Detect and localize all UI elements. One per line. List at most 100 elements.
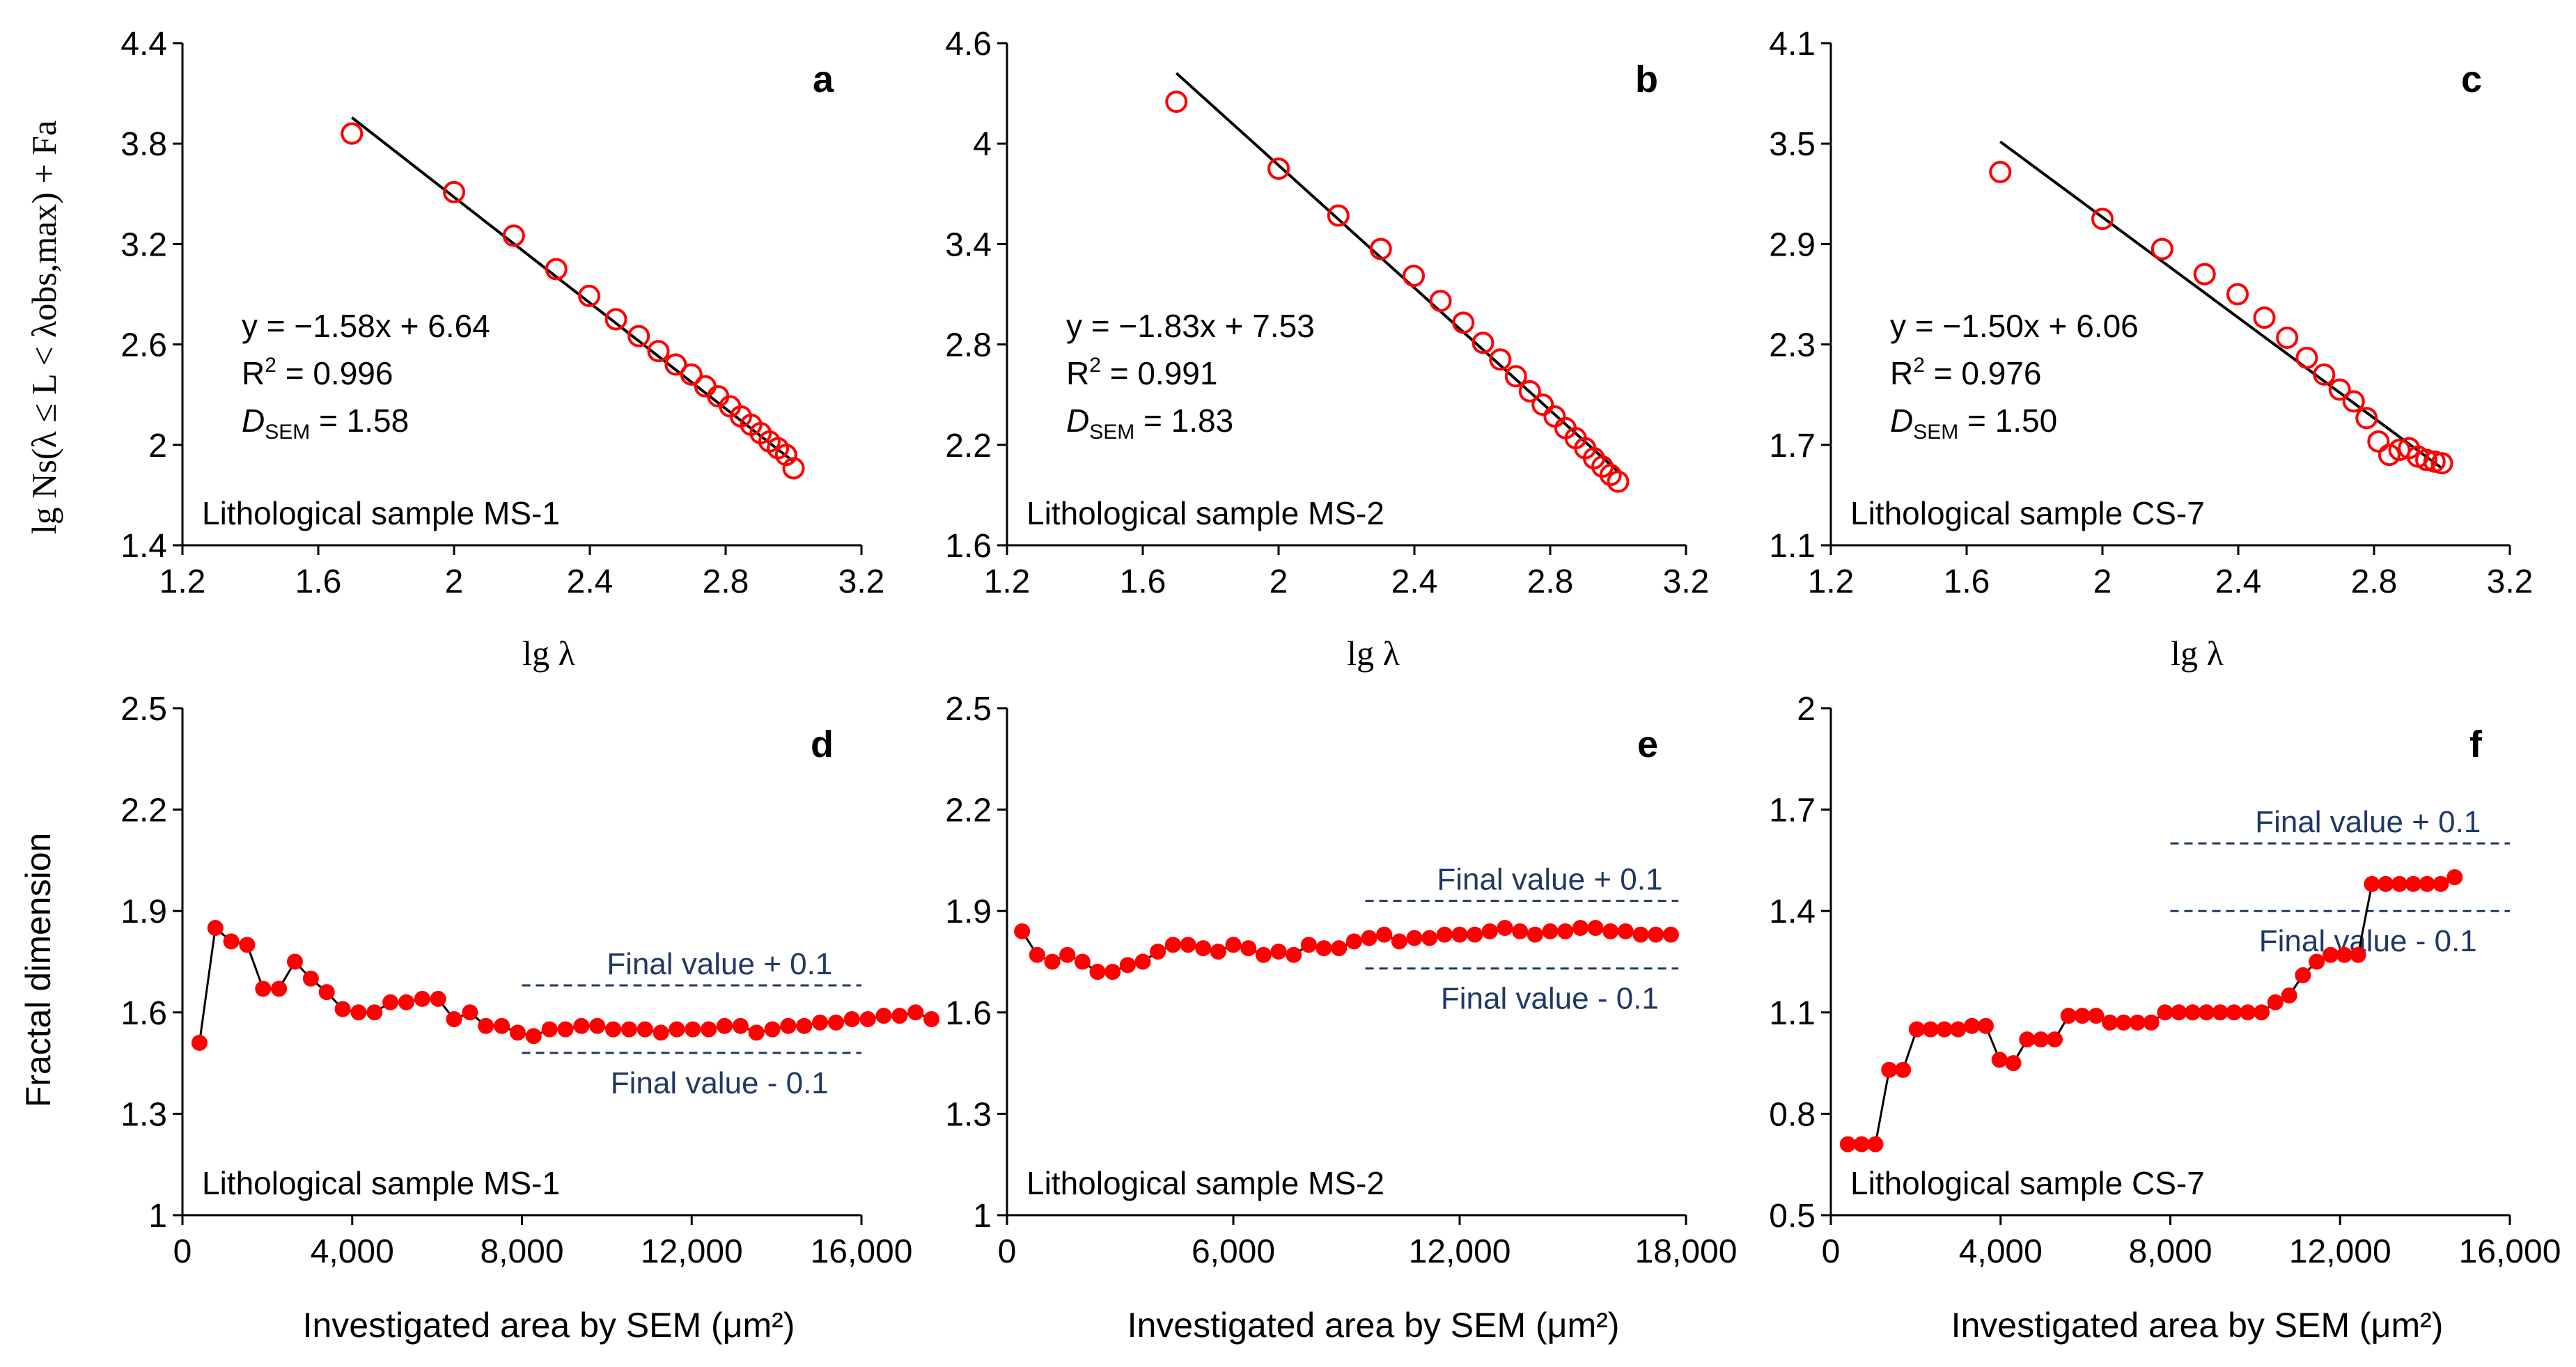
- sample-label: Lithological sample MS-1: [202, 495, 560, 531]
- data-point: [1267, 157, 1290, 180]
- data-point: [191, 1034, 208, 1051]
- y-tick-label: 2.9: [1769, 226, 1816, 263]
- top-xlabel-c: lg λ: [2171, 634, 2224, 673]
- y-tick-label: 1.6: [945, 528, 992, 565]
- data-point: [1421, 930, 1438, 946]
- data-point: [334, 1001, 351, 1017]
- data-point: [774, 444, 797, 467]
- x-tick-label: 18,000: [1635, 1233, 1738, 1270]
- data-point: [2405, 875, 2421, 892]
- r2-label: R2 = 0.976: [1890, 354, 2041, 391]
- x-tick-label: 12,000: [1409, 1233, 1511, 1270]
- data-point: [1029, 946, 1045, 963]
- x-tick-label: 0: [173, 1233, 192, 1270]
- y-tick-label: 1.3: [945, 1096, 992, 1133]
- y-tick-label: 2.2: [120, 792, 167, 829]
- data-point: [2364, 875, 2380, 892]
- data-point: [875, 1008, 892, 1024]
- data-point: [1014, 923, 1031, 939]
- x-tick-label: 2.8: [2351, 563, 2398, 600]
- data-point: [907, 1004, 924, 1021]
- panel-letter: f: [2469, 724, 2483, 765]
- bottom-xlabel-f: Investigated area by SEM (μm²): [1951, 1306, 2444, 1345]
- y-tick-label: 2.6: [120, 327, 167, 364]
- x-tick-label: 1.6: [1944, 563, 1990, 600]
- data-point: [271, 981, 288, 997]
- data-point: [2150, 237, 2173, 260]
- y-tick-label: 4: [973, 126, 992, 163]
- data-point: [2276, 326, 2299, 349]
- data-point: [1989, 161, 2012, 184]
- panel-letter: a: [813, 58, 834, 100]
- data-point: [1403, 265, 1426, 288]
- data-point: [604, 308, 627, 331]
- data-point: [1406, 930, 1423, 946]
- data-point: [2060, 1008, 2077, 1024]
- data-point: [605, 1021, 622, 1038]
- x-tick-label: 3.2: [1663, 563, 1710, 600]
- data-point: [2102, 1014, 2118, 1031]
- data-point: [350, 1004, 367, 1021]
- data-point: [1531, 393, 1554, 416]
- data-point: [1881, 1061, 1898, 1078]
- data-point: [647, 340, 670, 363]
- data-point: [1150, 943, 1166, 960]
- data-point: [685, 1021, 701, 1038]
- data-point: [2212, 1004, 2228, 1021]
- data-point: [494, 1017, 510, 1034]
- data-point: [2415, 448, 2438, 471]
- x-tick-label: 4,000: [311, 1233, 394, 1270]
- data-point: [680, 363, 703, 386]
- x-tick-label: 6,000: [1192, 1233, 1275, 1270]
- equation-label: y = −1.58x + 6.64: [242, 308, 490, 344]
- x-tick-label: 2: [2093, 563, 2112, 600]
- x-tick-label: 2.8: [703, 563, 749, 600]
- x-tick-label: 16,000: [811, 1233, 913, 1270]
- data-point: [573, 1017, 590, 1034]
- data-point: [1964, 1017, 1981, 1034]
- data-point: [462, 1004, 478, 1021]
- data-point: [2281, 987, 2297, 1004]
- data-point: [478, 1017, 494, 1034]
- sample-label: Lithological sample MS-2: [1027, 495, 1384, 531]
- data-point: [1607, 470, 1630, 493]
- data-point: [1599, 464, 1622, 487]
- data-point: [1572, 919, 1588, 936]
- data-point: [1255, 946, 1272, 963]
- x-tick-label: 1.6: [295, 563, 342, 600]
- data-point: [2253, 306, 2276, 329]
- final-plus-label: Final value + 0.1: [1437, 863, 1662, 897]
- y-tick-label: 3.8: [120, 126, 167, 163]
- data-point: [2430, 452, 2453, 475]
- data-point: [2157, 1004, 2173, 1021]
- data-point: [2171, 1004, 2187, 1021]
- data-point: [1648, 926, 1664, 943]
- y-tick-label: 1.9: [945, 893, 992, 930]
- data-point: [1436, 926, 1453, 943]
- data-point: [446, 1011, 462, 1028]
- data-point: [2226, 1004, 2242, 1021]
- data-point: [2033, 1031, 2050, 1048]
- dimension-label: DSEM = 1.50: [1890, 403, 2057, 444]
- data-point: [701, 1021, 717, 1038]
- y-tick-label: 1.3: [120, 1096, 167, 1133]
- fit-line: [351, 116, 795, 463]
- top-ylabel: lg Ns(λ ≤ L < λobs,max) + Fa: [24, 120, 63, 534]
- data-point: [1481, 923, 1498, 939]
- data-point: [1119, 957, 1136, 974]
- data-point: [1936, 1021, 1953, 1038]
- data-point: [1270, 943, 1287, 960]
- data-point: [398, 994, 414, 1010]
- data-point: [1165, 91, 1188, 114]
- data-point: [1662, 926, 1679, 943]
- data-point: [1331, 940, 1348, 957]
- data-point: [1512, 923, 1529, 939]
- y-tick-label: 2.2: [945, 792, 992, 829]
- y-tick-label: 4.1: [1769, 26, 1816, 63]
- panel-letter: d: [811, 724, 834, 765]
- fit-line: [1999, 140, 2443, 470]
- data-point: [1286, 946, 1302, 963]
- data-point: [812, 1014, 829, 1031]
- data-point: [2005, 1055, 2022, 1072]
- y-tick-label: 3.4: [945, 226, 992, 263]
